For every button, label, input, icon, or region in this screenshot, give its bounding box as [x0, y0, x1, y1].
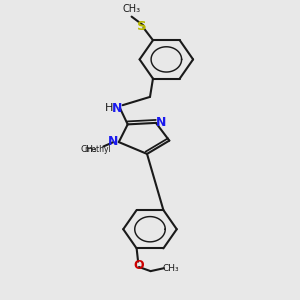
Text: CH₃: CH₃ — [122, 4, 141, 14]
Text: methyl: methyl — [85, 145, 111, 154]
Text: N: N — [156, 116, 166, 128]
Text: H: H — [105, 103, 113, 113]
Text: CH₃: CH₃ — [162, 264, 179, 273]
Text: CH₃: CH₃ — [81, 145, 98, 154]
Text: N: N — [112, 102, 122, 115]
Text: N: N — [108, 135, 118, 148]
Text: S: S — [137, 20, 147, 33]
Text: O: O — [134, 259, 144, 272]
